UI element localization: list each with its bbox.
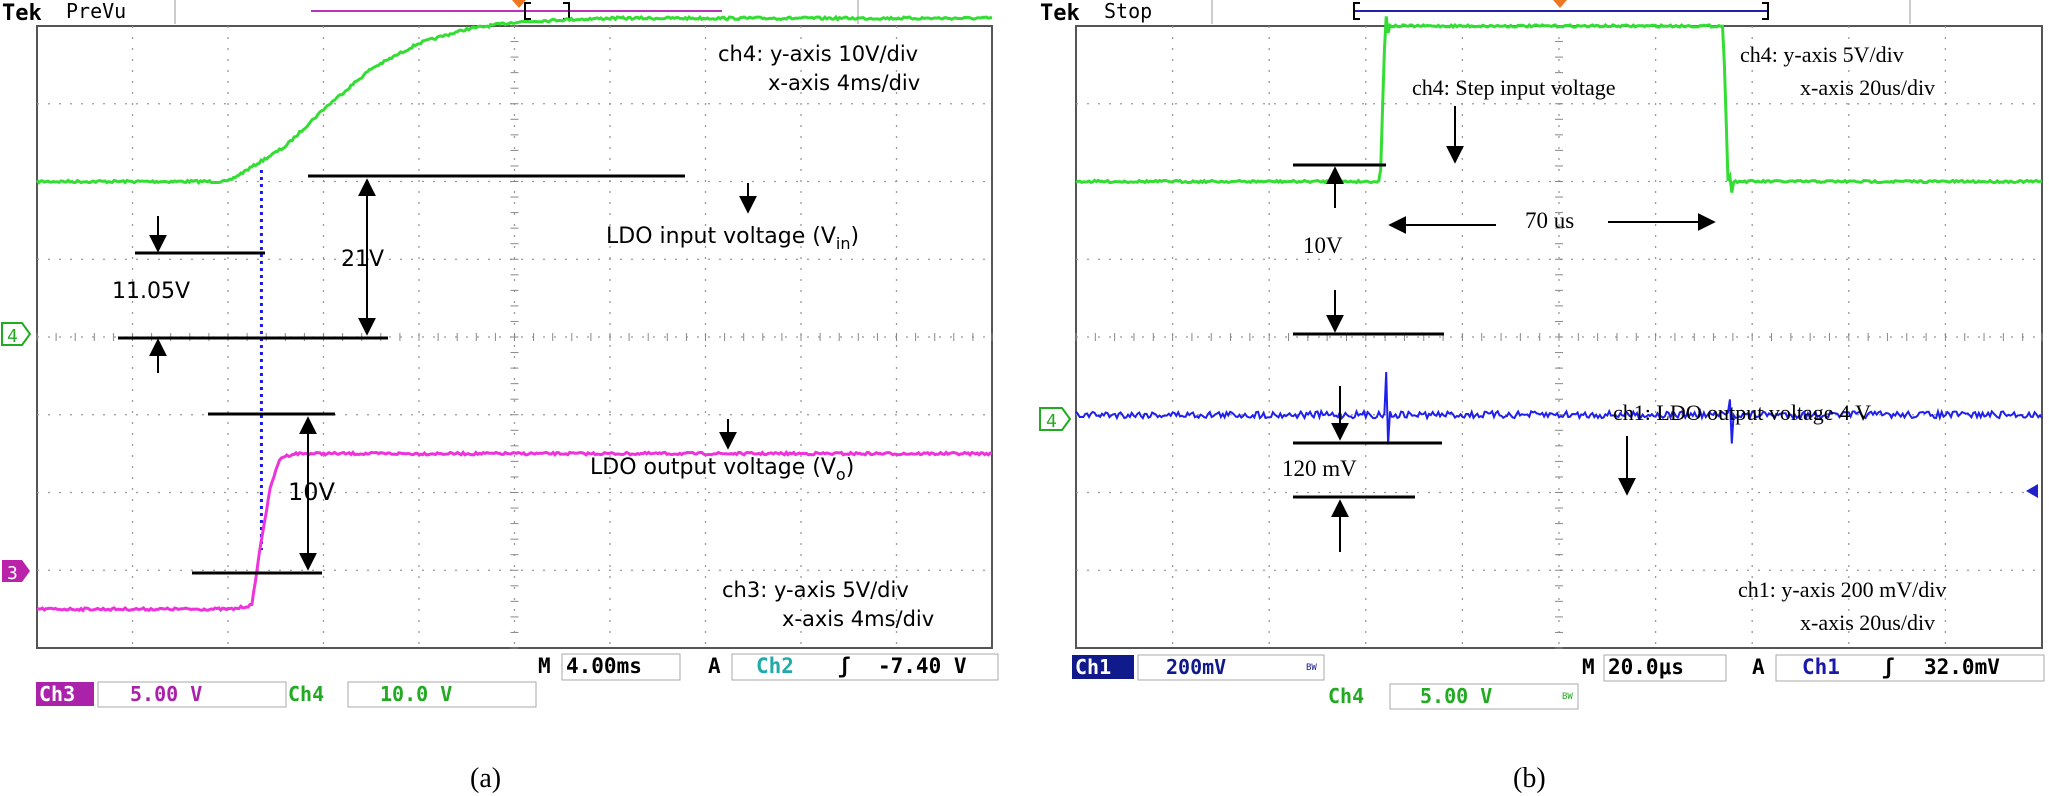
- trigger-position-icon: [512, 0, 526, 8]
- brand-logo: Tek: [2, 1, 42, 26]
- annotation-ch1-yscale: ch1: y-axis 200 mV/div: [1738, 577, 1946, 602]
- scope-panel-b: Tek Stop 4 ch4: y-axis 5V/div x-axis 20u…: [1039, 0, 2045, 794]
- label-output-voltage: LDO output voltage (Vo): [590, 455, 854, 484]
- channel-marker-ch3: 3: [2, 560, 30, 584]
- svg-text:4: 4: [1046, 411, 1057, 432]
- trigger-slope-icon: ʃ: [838, 654, 851, 678]
- timebase-prefix: M: [1582, 655, 1595, 679]
- trigger-channel: Ch1: [1802, 655, 1840, 679]
- trigger-level-icon: [2026, 484, 2038, 498]
- ch4-scale: 5.00 V: [1420, 684, 1492, 708]
- scope-panel-a: Tek PreVu 4 3: [1, 0, 999, 794]
- trace-ch4-input-voltage: [35, 14, 993, 185]
- ch1-scale: 200mV: [1166, 655, 1226, 679]
- ch4-label: Ch4: [1328, 684, 1364, 708]
- measure-rise-label: 21V: [341, 247, 384, 272]
- trace-ch4-step-input: [1075, 16, 2043, 193]
- annotation-ch1-output: ch1: LDO output voltage 4 V: [1613, 400, 1871, 425]
- trigger-position-icon: [1553, 0, 1567, 8]
- timebase-value: 4.00ms: [566, 654, 642, 678]
- trigger-prefix: A: [708, 654, 721, 678]
- trigger-level: -7.40 V: [878, 654, 967, 678]
- readout-bar: Ch1 200mV BW M 20.0μs A Ch1 ʃ 32.0mV Ch4…: [1072, 654, 2045, 710]
- acquisition-mode: Stop: [1104, 0, 1152, 23]
- trace-ch3-output-voltage: [36, 449, 993, 613]
- timebase-value: 20.0μs: [1608, 655, 1684, 679]
- graticule: [1075, 25, 2043, 649]
- trace-ch1-output-voltage: [1075, 371, 2043, 445]
- channel-marker-ch4: 4: [1039, 407, 1072, 432]
- measure-width-label: 70 us: [1525, 208, 1574, 233]
- record-window-bracket: [1353, 2, 1769, 20]
- ch3-scale: 5.00 V: [130, 682, 202, 706]
- annotation-ch4-yscale: ch4: y-axis 5V/div: [1740, 42, 1904, 67]
- caption-b: (b): [1513, 763, 1546, 794]
- ch4-label: Ch4: [288, 682, 324, 706]
- svg-text:4: 4: [7, 326, 18, 347]
- annotation-ch3-xscale: x-axis 4ms/div: [782, 607, 934, 631]
- timebase-prefix: M: [538, 654, 551, 678]
- bw-limit-icon: BW: [1306, 663, 1317, 673]
- ch3-label: Ch3: [39, 682, 75, 706]
- ch1-label: Ch1: [1075, 655, 1111, 679]
- bw-limit-icon: BW: [1562, 692, 1573, 702]
- annotation-ch3-yscale: ch3: y-axis 5V/div: [722, 578, 909, 602]
- label-input-voltage: LDO input voltage (Vin): [606, 224, 859, 253]
- trigger-channel: Ch2: [756, 654, 794, 678]
- trigger-level: 32.0mV: [1924, 655, 2000, 679]
- ch4-scale: 10.0 V: [380, 682, 452, 706]
- svg-text:3: 3: [7, 563, 18, 584]
- measure-threshold-label: 11.05V: [112, 279, 190, 304]
- annotation-ch4-xscale: x-axis 4ms/div: [768, 71, 920, 95]
- measure-vo-label: 10V: [288, 478, 336, 506]
- trigger-slope-icon: ʃ: [1882, 655, 1895, 679]
- measure-ripple-label: 120 mV: [1282, 456, 1357, 481]
- annotation-ch4-xscale: x-axis 20us/div: [1800, 75, 1935, 100]
- channel-marker-ch4: 4: [1, 322, 32, 347]
- measure-step-label: 10V: [1303, 233, 1343, 258]
- trigger-prefix: A: [1752, 655, 1765, 679]
- brand-logo: Tek: [1040, 1, 1080, 26]
- annotation-ch1-xscale: x-axis 20us/div: [1800, 610, 1935, 635]
- annotation-step-input: ch4: Step input voltage: [1412, 75, 1615, 100]
- annotation-ch4-yscale: ch4: y-axis 10V/div: [718, 42, 918, 66]
- acquisition-mode: PreVu: [66, 0, 126, 23]
- caption-a: (a): [470, 763, 501, 794]
- readout-bar: M 4.00ms A Ch2 ʃ -7.40 V Ch3 5.00 V Ch4 …: [36, 653, 999, 708]
